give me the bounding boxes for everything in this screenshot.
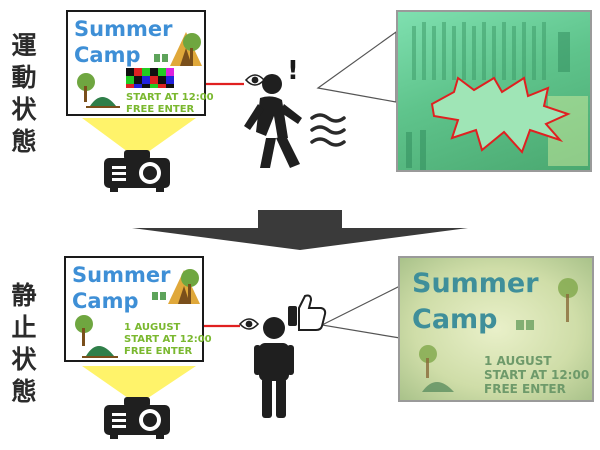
poster-title-line1: Summer	[74, 17, 173, 41]
still-state-label: 静 止 状 態	[7, 280, 41, 408]
projector-beam-bottom	[82, 366, 196, 398]
label-char: 動	[11, 63, 37, 92]
eye-icon	[244, 74, 266, 86]
projector-icon	[104, 150, 170, 192]
photo-title-line1: Summer	[412, 268, 539, 299]
callout-leader-top	[316, 30, 397, 103]
projector-beam-top	[82, 118, 196, 152]
thumbs-up-icon	[288, 294, 327, 331]
photo-date: 1 AUGUST	[484, 354, 552, 368]
perceived-image-moving	[396, 10, 592, 172]
photo-entry: FREE ENTER	[484, 382, 566, 396]
label-char: 状	[11, 95, 37, 124]
poster-entry: FREE ENTER	[126, 104, 195, 115]
callout-leader-bottom	[320, 285, 401, 339]
motion-lines-icon	[310, 113, 346, 147]
poster-art	[75, 269, 200, 358]
photo-start-time: START AT 12:00	[484, 368, 590, 382]
label-char: 止	[11, 313, 37, 342]
alert-mark: !	[287, 56, 299, 86]
poster-moving: Summer Camp START AT 12:00 F	[66, 10, 214, 116]
moving-state-label: 運 動 状 態	[7, 30, 41, 158]
label-char: 態	[11, 377, 37, 406]
poster-date: 1 AUGUST	[124, 322, 181, 333]
label-char: 静	[11, 281, 37, 310]
eye-icon	[238, 318, 260, 330]
blurred-texture	[406, 22, 588, 170]
poster-title-line1: Summer	[72, 263, 171, 287]
walking-person-icon	[244, 74, 302, 168]
poster-title-line2: Camp	[72, 289, 139, 313]
poster-start-time: START AT 12:00	[124, 334, 212, 345]
photo-art	[419, 278, 578, 392]
poster-art	[77, 32, 202, 108]
label-char: 態	[11, 127, 37, 156]
poster-still: Summer Camp 1 AUGUST START AT 12:00 FREE…	[64, 256, 212, 362]
poster-entry: FREE ENTER	[124, 346, 193, 357]
label-char: 状	[11, 345, 37, 374]
noise-burst-icon	[430, 76, 571, 154]
label-char: 運	[11, 31, 37, 60]
photo-title-line2: Camp	[412, 304, 498, 335]
transition-arrow-icon	[132, 210, 468, 250]
standing-person-icon	[254, 317, 294, 418]
poster-title-line2: Camp	[74, 43, 141, 67]
perceived-image-still: Summer Camp 1 AUGUST START AT 12:00 FREE…	[398, 256, 594, 402]
projector-icon	[104, 397, 170, 439]
poster-start-time: START AT 12:00	[126, 92, 214, 103]
